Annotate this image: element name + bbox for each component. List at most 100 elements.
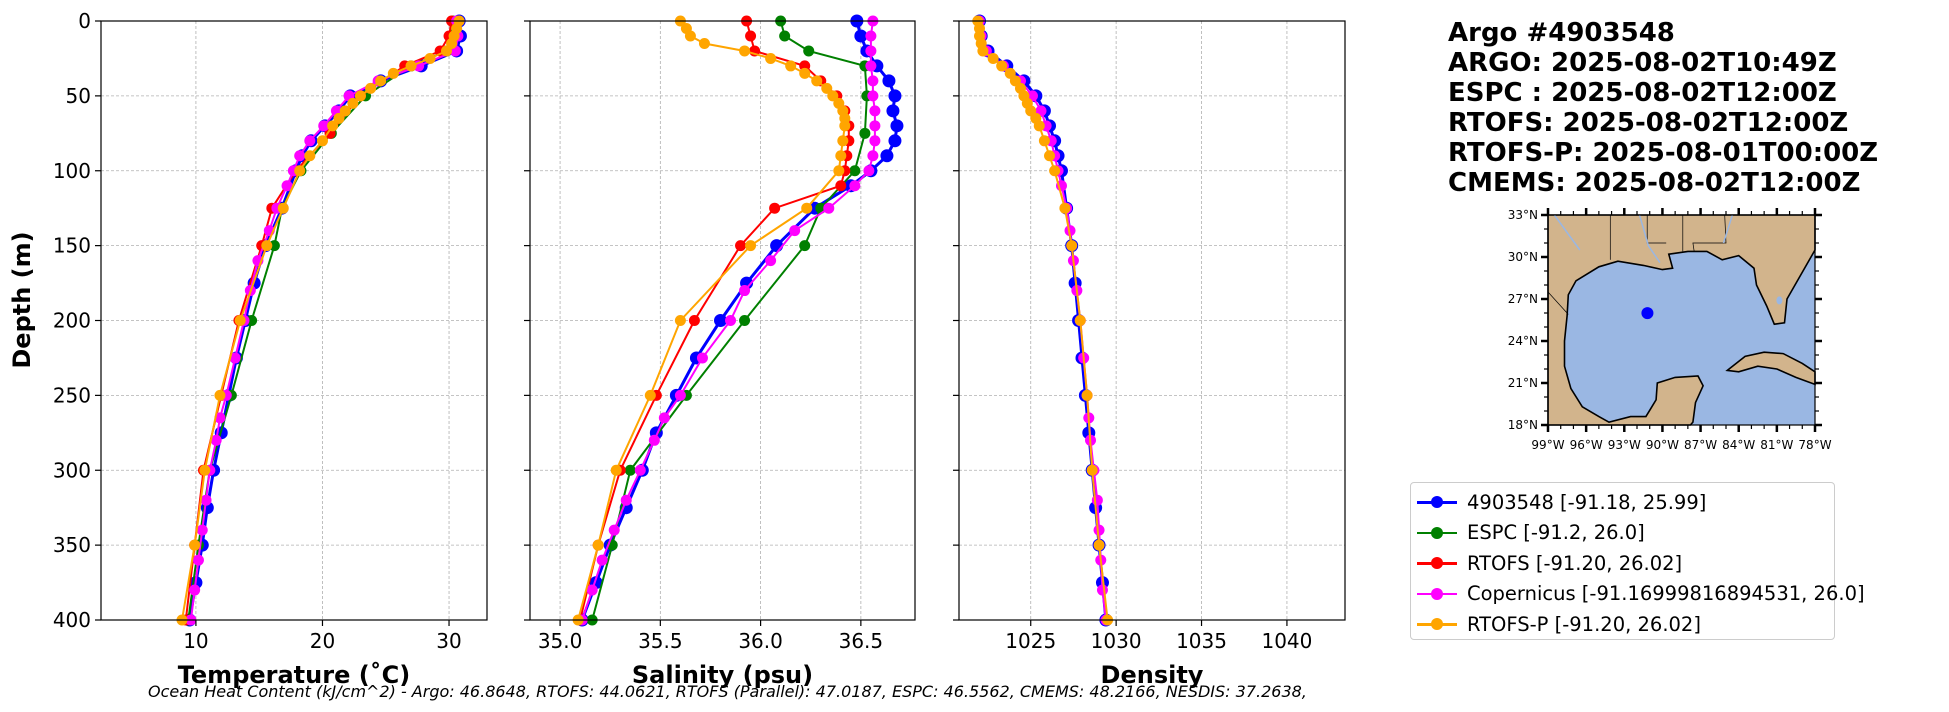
salinity-data-point [634, 464, 646, 476]
salinity-data-point [833, 165, 845, 177]
legend-swatch [1417, 614, 1457, 634]
temperature-data-point [261, 240, 273, 252]
legend-item: Copernicus [-91.16999816894531, 26.0] [1417, 579, 1865, 610]
salinity-data-point [882, 74, 896, 88]
map-lon-label: 96°W [1570, 438, 1603, 452]
salinity-data-point [811, 75, 823, 87]
salinity-data-point [827, 90, 839, 102]
density-data-point [987, 52, 999, 64]
temperature-data-point [424, 52, 436, 64]
map-lat-label: 21°N [1508, 376, 1538, 390]
temperature-data-point [294, 150, 306, 162]
salinity-data-point [835, 150, 847, 162]
salinity-data-point [610, 464, 622, 476]
salinity-data-point [849, 165, 861, 177]
density-data-point [1049, 165, 1061, 177]
density-data-point [1081, 389, 1093, 401]
temperature-data-point [192, 554, 204, 566]
temperature-data-point [333, 112, 345, 124]
salinity-data-point [739, 285, 751, 297]
salinity-data-point [890, 119, 904, 133]
temperature-data-point [318, 120, 330, 132]
salinity-data-point [803, 45, 815, 57]
salinity-data-point [769, 202, 781, 214]
salinity-data-point [674, 315, 686, 326]
salinity-data-point [821, 82, 833, 94]
temperature-data-point [189, 584, 201, 596]
salinity-data-point [785, 60, 797, 72]
argo-location-marker [1641, 307, 1654, 320]
salinity-data-point [696, 352, 708, 364]
x-tick-label: 10 [183, 629, 208, 653]
temperature-data-point [189, 539, 201, 551]
temperature-data-point [196, 524, 208, 536]
salinity-data-point [863, 165, 875, 177]
salinity-data-point [779, 30, 791, 42]
salinity-data-point [644, 389, 656, 401]
density-data-point [1059, 202, 1071, 214]
depth-axis-label: Depth (m) [8, 231, 36, 368]
x-tick-label: 35.5 [638, 629, 683, 653]
legend-item: RTOFS [-91.20, 26.02] [1417, 548, 1828, 579]
density-data-point [1064, 225, 1076, 237]
salinity-panel: 35.0 35.5 36.0 36.5 Salinity (psu) [524, 14, 916, 689]
salinity-data-point [713, 314, 727, 327]
temperature-data-point [304, 135, 316, 147]
salinity-data-point [837, 135, 849, 147]
salinity-data-point [592, 539, 604, 551]
salinity-data-point [869, 105, 881, 117]
legend-label: RTOFS-P [-91.20, 26.02] [1467, 612, 1701, 636]
map-land-mainland [1547, 214, 1816, 426]
temperature-data-point [316, 135, 328, 147]
x-tick-label: 36.0 [738, 629, 783, 653]
legend-item: 4903548 [-91.18, 25.99] [1417, 487, 1828, 518]
salinity-data-point [823, 202, 835, 214]
salinity-data-point [674, 389, 686, 401]
legend-item: RTOFS-P [-91.20, 26.02] [1417, 609, 1828, 640]
salinity-data-point [658, 412, 670, 424]
ocean-heat-content-footer: Ocean Heat Content (kJ/cm^2) - Argo: 46.… [148, 682, 1307, 701]
density-data-point [1086, 464, 1098, 476]
temperature-data-point [268, 240, 280, 252]
density-x-axis-label: Density [1101, 661, 1204, 689]
title-argo-time: ARGO: 2025-08-02T10:49Z [1448, 48, 1837, 78]
temperature-data-point [199, 464, 211, 476]
x-tick-label: 1040 [1261, 629, 1312, 653]
salinity-data-point [854, 29, 868, 43]
density-data-point [1038, 135, 1050, 147]
salinity-data-point [799, 67, 811, 79]
density-data-point [1033, 120, 1045, 132]
salinity-data-point [867, 150, 879, 162]
map-frame [1547, 214, 1816, 426]
x-tick-label: 20 [310, 629, 335, 653]
salinity-data-point [698, 37, 710, 49]
y-tick-label: 150 [53, 234, 91, 258]
temperature-panel: 10 20 30050100150200250300350400Temperatur… [53, 9, 488, 689]
map-lon-label: 87°W [1684, 438, 1717, 452]
temperature-data-point [405, 60, 417, 72]
temperature-data-point [387, 67, 399, 79]
map-lat-label: 33°N [1508, 208, 1538, 222]
map-river [1722, 214, 1734, 244]
y-tick-label: 100 [53, 159, 91, 183]
y-tick-label: 250 [53, 383, 91, 407]
map-lake [1776, 296, 1783, 305]
density-data-point [1066, 240, 1078, 252]
x-tick-label: 1035 [1176, 629, 1227, 653]
salinity-data-point [869, 120, 881, 132]
salinity-data-point [867, 75, 879, 87]
salinity-data-point [688, 315, 700, 326]
salinity-data-point [888, 134, 902, 148]
map-river [1553, 214, 1581, 251]
salinity-data-point [799, 240, 811, 252]
map-river [1638, 214, 1661, 264]
salinity-data-point [648, 434, 660, 446]
temperature-data-point [214, 412, 226, 424]
temperature-x-axis-label: Temperature (˚C) [178, 661, 411, 689]
legend-label: RTOFS [-91.20, 26.02] [1467, 551, 1683, 575]
x-tick-label: 35.0 [538, 629, 583, 653]
salinity-data-point [867, 90, 879, 102]
x-tick-label: 30 [436, 629, 461, 653]
temperature-data-point [375, 75, 387, 87]
legend-swatch [1417, 523, 1457, 543]
